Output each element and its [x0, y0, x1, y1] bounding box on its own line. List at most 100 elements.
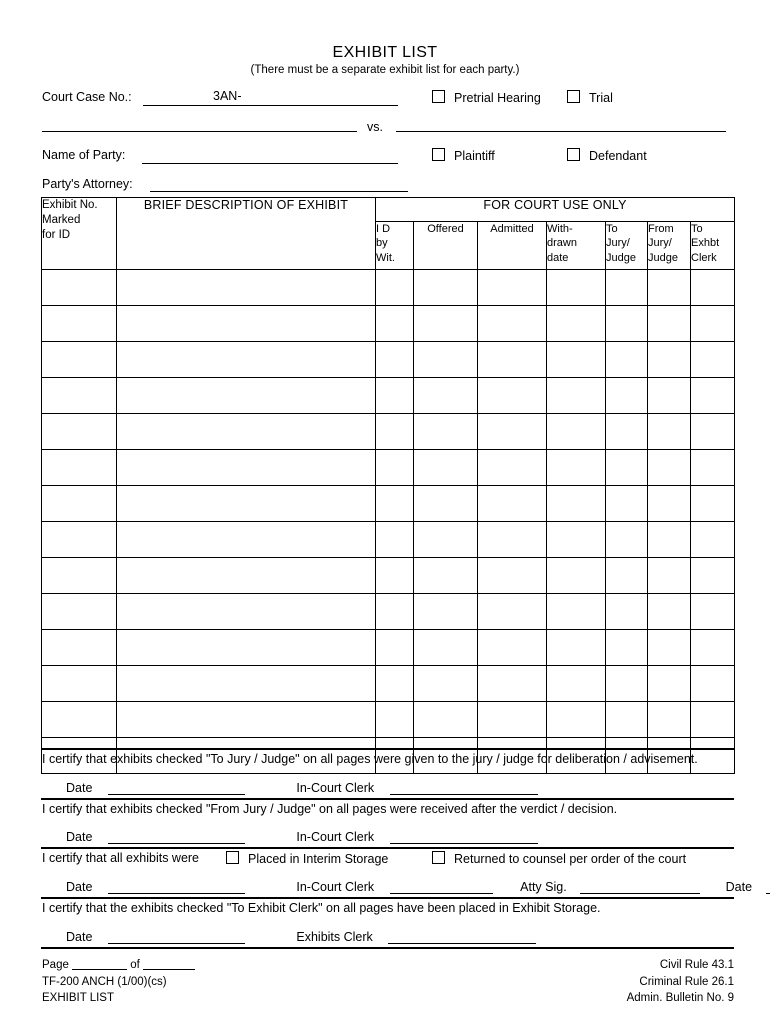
table-cell[interactable]: [41, 449, 117, 486]
table-cell[interactable]: [375, 305, 414, 342]
table-cell[interactable]: [546, 593, 606, 630]
cert3-atty-input[interactable]: [580, 893, 701, 894]
table-cell[interactable]: [605, 305, 648, 342]
defendant-name-input[interactable]: [396, 131, 726, 132]
table-cell[interactable]: [546, 269, 606, 306]
table-cell[interactable]: [116, 485, 376, 522]
table-row[interactable]: [41, 557, 736, 594]
cert2-date-input[interactable]: [107, 843, 245, 844]
page-number-input[interactable]: [72, 969, 128, 970]
table-cell[interactable]: [647, 593, 691, 630]
table-cell[interactable]: [647, 629, 691, 666]
plaintiff-name-input[interactable]: [42, 131, 357, 132]
table-cell[interactable]: [41, 665, 117, 702]
trial-checkbox-group[interactable]: Trial: [567, 90, 613, 105]
cert3-date2-input[interactable]: [765, 893, 770, 894]
table-cell[interactable]: [375, 665, 414, 702]
table-cell[interactable]: [546, 305, 606, 342]
table-cell[interactable]: [375, 449, 414, 486]
table-cell[interactable]: [413, 341, 478, 378]
table-cell[interactable]: [689, 485, 736, 522]
table-cell[interactable]: [477, 593, 547, 630]
table-cell[interactable]: [41, 593, 117, 630]
cert4-clerk-input[interactable]: [388, 943, 537, 944]
table-cell[interactable]: [689, 665, 736, 702]
table-cell[interactable]: [546, 341, 606, 378]
table-row[interactable]: [41, 485, 736, 522]
table-cell[interactable]: [375, 377, 414, 414]
table-cell[interactable]: [413, 269, 478, 306]
cert4-date-input[interactable]: [107, 943, 245, 944]
table-row[interactable]: [41, 449, 736, 486]
table-cell[interactable]: [413, 305, 478, 342]
table-cell[interactable]: [413, 449, 478, 486]
cert3-date-input[interactable]: [107, 893, 245, 894]
table-cell[interactable]: [546, 449, 606, 486]
table-row[interactable]: [41, 413, 736, 450]
table-cell[interactable]: [546, 521, 606, 558]
table-cell[interactable]: [647, 377, 691, 414]
attorney-input[interactable]: [150, 191, 408, 192]
table-cell[interactable]: [477, 629, 547, 666]
table-cell[interactable]: [116, 701, 376, 738]
table-cell[interactable]: [605, 485, 648, 522]
table-cell[interactable]: [605, 665, 648, 702]
table-cell[interactable]: [41, 485, 117, 522]
table-cell[interactable]: [605, 377, 648, 414]
table-cell[interactable]: [375, 485, 414, 522]
table-cell[interactable]: [689, 557, 736, 594]
table-cell[interactable]: [605, 521, 648, 558]
table-cell[interactable]: [41, 413, 117, 450]
table-cell[interactable]: [477, 485, 547, 522]
table-cell[interactable]: [647, 737, 691, 774]
table-row[interactable]: [41, 629, 736, 666]
table-cell[interactable]: [605, 341, 648, 378]
table-cell[interactable]: [647, 269, 691, 306]
table-row[interactable]: [41, 305, 736, 342]
table-cell[interactable]: [41, 341, 117, 378]
table-cell[interactable]: [116, 665, 376, 702]
table-cell[interactable]: [477, 665, 547, 702]
returned-to-counsel-checkbox-group[interactable]: Returned to counsel per order of the cou…: [432, 851, 686, 866]
table-cell[interactable]: [375, 341, 414, 378]
table-cell[interactable]: [647, 521, 691, 558]
table-cell[interactable]: [116, 593, 376, 630]
plaintiff-checkbox-group[interactable]: Plaintiff: [432, 148, 495, 163]
table-cell[interactable]: [647, 305, 691, 342]
table-row[interactable]: [41, 269, 736, 306]
party-name-input[interactable]: [142, 163, 398, 164]
table-cell[interactable]: [413, 557, 478, 594]
table-cell[interactable]: [546, 665, 606, 702]
table-cell[interactable]: [375, 269, 414, 306]
table-cell[interactable]: [605, 701, 648, 738]
table-cell[interactable]: [116, 449, 376, 486]
table-cell[interactable]: [605, 629, 648, 666]
table-cell[interactable]: [116, 269, 376, 306]
table-cell[interactable]: [413, 629, 478, 666]
table-cell[interactable]: [41, 305, 117, 342]
table-cell[interactable]: [605, 449, 648, 486]
table-cell[interactable]: [689, 521, 736, 558]
checkbox-icon[interactable]: [226, 851, 239, 864]
table-cell[interactable]: [375, 629, 414, 666]
table-row[interactable]: [41, 701, 736, 738]
table-cell[interactable]: [41, 737, 117, 774]
table-cell[interactable]: [546, 485, 606, 522]
table-cell[interactable]: [413, 521, 478, 558]
table-cell[interactable]: [41, 557, 117, 594]
case-number-input[interactable]: [143, 105, 398, 106]
table-cell[interactable]: [605, 593, 648, 630]
table-cell[interactable]: [41, 269, 117, 306]
table-cell[interactable]: [605, 413, 648, 450]
table-cell[interactable]: [116, 737, 376, 774]
table-cell[interactable]: [605, 269, 648, 306]
table-cell[interactable]: [546, 413, 606, 450]
table-cell[interactable]: [41, 629, 117, 666]
table-cell[interactable]: [689, 413, 736, 450]
table-cell[interactable]: [116, 557, 376, 594]
cert1-date-input[interactable]: [107, 794, 245, 795]
table-cell[interactable]: [477, 521, 547, 558]
table-row[interactable]: [41, 377, 736, 414]
table-cell[interactable]: [647, 341, 691, 378]
table-cell[interactable]: [477, 557, 547, 594]
